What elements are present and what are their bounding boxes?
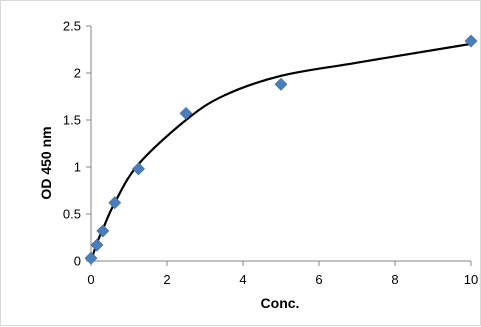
x-tick-label: 6: [315, 272, 322, 287]
x-tick-label: 8: [391, 272, 398, 287]
y-tick-label: 0: [74, 254, 81, 269]
x-tick-label: 2: [163, 272, 170, 287]
data-point: [274, 77, 288, 91]
data-point: [84, 251, 98, 265]
data-point: [90, 238, 104, 252]
y-axis-ticks: 0 0.5 1 1.5 2 2.5: [63, 19, 91, 269]
data-point: [132, 162, 145, 176]
y-tick-label: 2.5: [63, 19, 81, 34]
data-point: [464, 34, 478, 48]
x-tick-label: 4: [239, 272, 246, 287]
trend-line: [89, 42, 472, 262]
y-tick-label: 0.5: [63, 207, 81, 222]
data-markers: [84, 34, 478, 265]
data-point: [179, 106, 193, 120]
y-tick-label: 1: [74, 160, 81, 175]
x-tick-label: 0: [87, 272, 94, 287]
data-point: [96, 224, 110, 238]
y-tick-label: 1.5: [63, 113, 81, 128]
x-axis-ticks: 0 2 4 6 8 10: [87, 261, 478, 287]
x-tick-label: 10: [464, 272, 478, 287]
plot-area: [90, 26, 471, 262]
x-axis-title: Conc.: [261, 295, 300, 311]
data-point: [108, 196, 122, 210]
y-axis-title: OD 450 nm: [38, 126, 54, 199]
y-tick-label: 2: [74, 66, 81, 81]
